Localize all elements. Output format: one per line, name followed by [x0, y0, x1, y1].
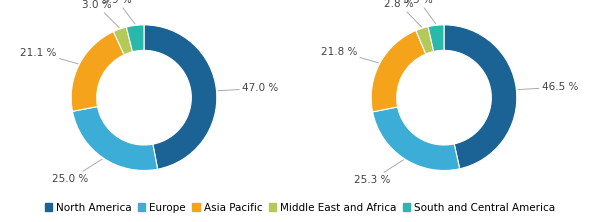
Text: 25.0 %: 25.0 %	[52, 159, 102, 184]
Text: 3.0 %: 3.0 %	[82, 0, 119, 28]
Wedge shape	[71, 32, 124, 111]
Text: 46.5 %: 46.5 %	[518, 82, 578, 92]
Text: 47.0 %: 47.0 %	[218, 83, 278, 93]
Text: 2.8 %: 2.8 %	[385, 0, 421, 27]
Text: 3.9 %: 3.9 %	[102, 0, 135, 24]
Text: 21.8 %: 21.8 %	[321, 46, 379, 63]
Wedge shape	[113, 27, 133, 55]
Wedge shape	[444, 25, 517, 169]
Wedge shape	[416, 27, 434, 54]
Legend: North America, Europe, Asia Pacific, Middle East and Africa, South and Central A: North America, Europe, Asia Pacific, Mid…	[41, 198, 560, 217]
Wedge shape	[73, 107, 158, 170]
Wedge shape	[144, 25, 217, 169]
Wedge shape	[428, 25, 444, 52]
Wedge shape	[371, 30, 426, 112]
Text: 25.3 %: 25.3 %	[354, 160, 403, 185]
Text: 3.5 %: 3.5 %	[403, 0, 436, 24]
Wedge shape	[373, 107, 460, 170]
Text: 21.1 %: 21.1 %	[20, 48, 78, 64]
Wedge shape	[127, 25, 144, 52]
